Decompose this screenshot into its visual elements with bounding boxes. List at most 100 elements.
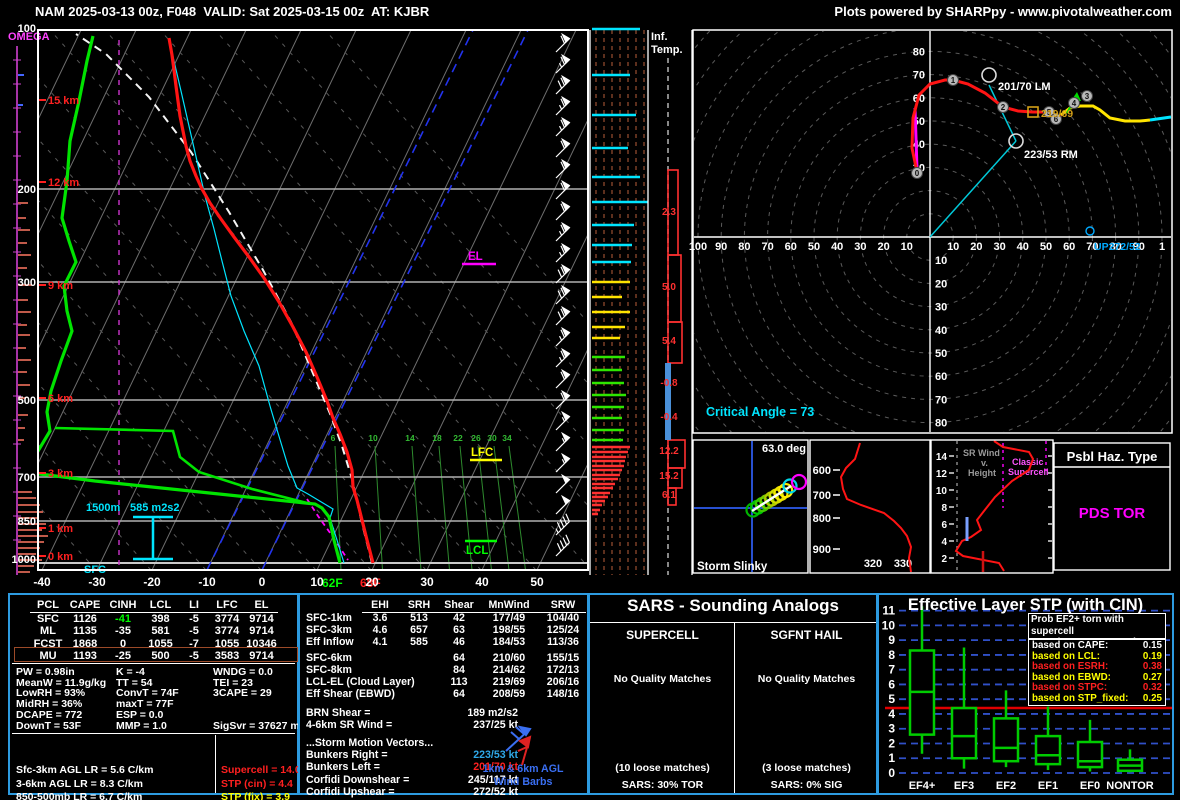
mean-wind-label: 219/69 [1041, 108, 1073, 120]
svg-text:6: 6 [331, 433, 336, 443]
svg-text:7: 7 [888, 663, 895, 677]
temperature-profile [167, 37, 375, 564]
svg-text:600: 600 [813, 465, 831, 477]
svg-text:-0.4: -0.4 [660, 412, 678, 423]
lapse-rates: Sfc-3km AGL LR = 5.6 C/km 3-6km AGL LR = … [16, 764, 154, 800]
storm-motion-row: Corfidi Upshear = 272/52 kt [306, 786, 518, 799]
kin-row2: SFC-6km 64 210/60 155/15 [306, 652, 580, 665]
svg-text:40: 40 [935, 325, 947, 337]
sars-hail-matches: No Quality Matches [757, 673, 856, 685]
lcl-label: LCL [466, 545, 488, 557]
svg-text:330: 330 [894, 558, 912, 570]
severe-indices: Supercell = 14.0 STP (cin) = 4.4 STP (fix)… [221, 764, 301, 800]
sounding-graphics: 6 10 14 18 22 26 30 34 [8, 23, 1173, 590]
inf-temp-title2: Temp. [651, 44, 683, 56]
stp-legend-header: Prob EF2+ torn with supercellSample CLIM… [1028, 613, 1166, 648]
svg-text:-10: -10 [198, 575, 216, 589]
svg-text:18: 18 [432, 433, 442, 443]
surface-temp-f: 68F [360, 576, 381, 590]
svg-text:60: 60 [785, 241, 797, 253]
skewt-panel: 6 10 14 18 22 26 30 34 [8, 23, 589, 590]
svg-text:900: 900 [813, 544, 831, 556]
dewpoint-profile-upper [54, 426, 308, 505]
hazard-title: Psbl Haz. Type [1067, 449, 1158, 464]
kinematics-table: EHI SRH Shear MnWind SRW SFC-1km 3.6 513 42 17… [304, 599, 586, 701]
svg-text:60: 60 [1063, 241, 1075, 253]
svg-text:22: 22 [453, 433, 463, 443]
svg-text:3: 3 [1085, 92, 1090, 101]
svg-text:70: 70 [935, 394, 947, 406]
mean-wind-marker [1027, 106, 1039, 118]
svg-text:3 km: 3 km [48, 468, 73, 480]
stp-legend-row: based on LCL: 0.19 [1032, 650, 1162, 662]
sars-supercell-header: SUPERCELL [626, 628, 699, 642]
svg-text:2: 2 [941, 554, 947, 565]
svg-text:70: 70 [1086, 241, 1098, 253]
storm-motion-lines [929, 84, 1017, 238]
kin-row2: Eff Shear (EBWD) 64 208/59 148/16 [306, 687, 580, 700]
thetae-panel: 600 700 800 900 320 330 [809, 439, 931, 574]
credit-text: Plots powered by SHARPpy - www.pivotalwe… [834, 4, 1172, 19]
svg-text:50: 50 [530, 575, 544, 589]
sars-tor-prob: SARS: 30% TOR [621, 779, 704, 791]
svg-text:20: 20 [970, 241, 982, 253]
svg-text:34: 34 [502, 433, 512, 443]
col-pcl: PCL [30, 599, 66, 613]
svg-text:4: 4 [888, 707, 895, 721]
storm-motion-row: Bunkers Right = 223/53 kt [306, 749, 518, 761]
sars-supercell-loose: (10 loose matches) [615, 762, 710, 774]
svg-text:70: 70 [913, 70, 925, 82]
kin-row: SFC-1km 3.6 513 42 177/49 104/40 [306, 611, 580, 624]
svg-text:15.2: 15.2 [659, 471, 679, 482]
svg-text:12 km: 12 km [48, 177, 79, 189]
svg-text:EF2: EF2 [996, 780, 1016, 792]
svg-text:10: 10 [901, 241, 913, 253]
storm-motion-vectors: Bunkers Right = 223/53 kt Bunkers Left = 2… [300, 750, 587, 800]
classic-supercell-label1: Classic [1012, 457, 1044, 467]
svg-text:14: 14 [405, 433, 415, 443]
svg-text:1: 1 [951, 76, 956, 85]
svg-text:50: 50 [935, 348, 947, 360]
stp-legend-row: based on EBWD: 0.27 [1032, 671, 1162, 683]
stp-chart-title: Effective Layer STP (with CIN) [907, 596, 1144, 614]
kin-row: Eff Inflow 4.1 585 46 184/53 113/36 [306, 635, 579, 648]
svg-text:50: 50 [808, 241, 820, 253]
svg-text:20: 20 [365, 575, 379, 589]
sars-sig-prob: SARS: 0% SIG [770, 779, 843, 791]
hodograph-panel: 100 90 80 70 60 50 40 30 20 10 10 20 30 40 50 60 70 80 90 1… [689, 29, 1173, 434]
mu-parcel-highlight [14, 647, 298, 662]
svg-text:-30: -30 [88, 575, 106, 589]
svg-text:60: 60 [935, 371, 947, 383]
hazard-panel: Psbl Haz. Type PDS TOR [1053, 442, 1171, 571]
svg-text:40: 40 [831, 241, 843, 253]
skewt-frame [37, 29, 589, 571]
svg-text:26: 26 [471, 433, 481, 443]
svg-text:30: 30 [993, 241, 1005, 253]
parcel-row: MU 1193 -25 500 -5 3583 9714 [39, 649, 274, 662]
svg-text:300: 300 [18, 277, 36, 289]
srwind-title3: Height [968, 468, 996, 478]
inferred-temp-column: Inf. Temp. 2.3 5.0 5.4 -0.8 -0.4 12.2 15.2 6.1 [651, 30, 693, 575]
slinky-title: Storm Slinky [697, 561, 768, 573]
svg-text:4: 4 [941, 537, 947, 548]
dewpoint-profile [39, 35, 342, 564]
svg-text:14: 14 [936, 452, 948, 463]
svg-text:0: 0 [915, 169, 920, 178]
svg-text:30: 30 [487, 433, 497, 443]
svg-text:90: 90 [1133, 241, 1145, 253]
downdraft-trace [306, 498, 349, 561]
svg-text:2: 2 [1001, 103, 1006, 112]
svg-text:3: 3 [888, 722, 895, 736]
svg-text:0 km: 0 km [48, 551, 73, 563]
kin-row: SFC-3km 4.6 657 63 198/55 125/24 [306, 623, 580, 636]
svg-text:6: 6 [1054, 115, 1059, 124]
svg-text:80: 80 [1109, 241, 1121, 253]
svg-text:1 km: 1 km [48, 523, 73, 535]
sars-hail-loose: (3 loose matches) [762, 762, 851, 774]
surface-dewpoint-f: 62F [322, 576, 343, 590]
corfidi-up-label: UP272/52 [1094, 241, 1141, 253]
corfidi-up-marker [1085, 226, 1095, 236]
wind-barb-column [555, 32, 571, 557]
svg-text:1: 1 [888, 751, 895, 765]
